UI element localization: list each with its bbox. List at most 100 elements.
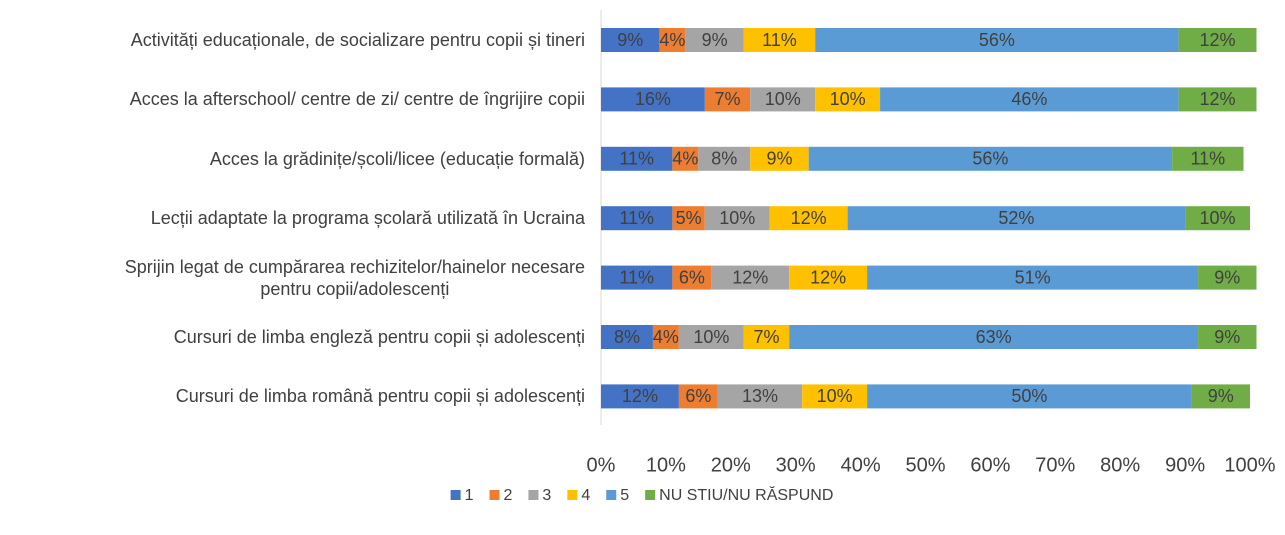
bar-segment <box>601 384 679 409</box>
data-label: 10% <box>830 89 866 109</box>
bar-segment <box>717 384 803 409</box>
bar-segment <box>789 325 1199 349</box>
data-label: 6% <box>685 386 711 406</box>
legend-label: NU STIU/NU RĂSPUND <box>659 485 833 504</box>
legend-swatch <box>450 490 461 500</box>
bar-segment <box>672 265 712 290</box>
bar-segment <box>808 146 1173 171</box>
data-label: 9% <box>617 30 643 50</box>
bar-segment <box>880 87 1179 112</box>
bar-segment <box>678 325 744 349</box>
bar-segment <box>867 384 1192 409</box>
legend-swatch <box>645 490 656 500</box>
data-label: 11% <box>1190 149 1225 169</box>
bar-segment <box>1178 87 1257 112</box>
data-label: 51% <box>1015 267 1051 287</box>
category-label: Activități educaționale, de socializare … <box>0 29 585 51</box>
data-label: 10% <box>1200 208 1236 228</box>
x-tick-label: 0% <box>587 454 616 476</box>
legend-label: 2 <box>504 487 513 504</box>
category-label: Lecții adaptate la programa școlară util… <box>0 207 585 229</box>
bar-segment <box>698 146 751 171</box>
data-label: 9% <box>702 30 728 50</box>
category-label: Sprijin legat de cumpărarea rechizitelor… <box>0 256 585 300</box>
category-text: Lecții adaptate la programa școlară util… <box>150 208 585 229</box>
category-label: Cursuri de limba română pentru copii și … <box>0 385 585 407</box>
data-label: 11% <box>619 208 654 228</box>
data-label: 12% <box>732 267 768 287</box>
data-label: 9% <box>1208 386 1234 406</box>
data-label: 10% <box>765 89 801 109</box>
bar-segment <box>1178 28 1257 52</box>
data-label: 56% <box>972 149 1008 169</box>
data-label: 6% <box>679 267 705 287</box>
data-label: 12% <box>1200 30 1236 50</box>
data-label: 50% <box>1011 386 1047 406</box>
bar-segment <box>802 384 868 409</box>
data-label: 56% <box>979 30 1015 50</box>
legend-label: 4 <box>581 487 590 504</box>
data-label: 13% <box>742 386 778 406</box>
bar-segment <box>678 384 718 409</box>
bar-segment <box>1191 384 1250 409</box>
x-tick-label: 50% <box>905 454 945 476</box>
category-text: Acces la afterschool/ centre de zi/ cent… <box>129 89 585 110</box>
bar-segment <box>769 206 848 231</box>
bar-segment <box>672 146 699 171</box>
bar-segment <box>601 146 673 171</box>
legend-swatch <box>606 490 617 500</box>
bar-segment <box>815 28 1179 52</box>
data-label: 9% <box>1214 327 1240 347</box>
category-label: Cursuri de limba engleză pentru copii și… <box>0 326 585 348</box>
bar-segment <box>659 28 686 52</box>
bar-segment <box>789 265 868 290</box>
bar-segment <box>652 325 679 349</box>
bar-segment <box>672 206 705 231</box>
bar-segment <box>601 265 673 290</box>
category-text: Activități educaționale, de socializare … <box>130 30 585 50</box>
legend-label: 1 <box>465 487 474 504</box>
data-label: 7% <box>753 327 779 347</box>
category-label: Acces la grădinițe/școli/licee (educație… <box>0 148 585 170</box>
data-label: 63% <box>976 327 1012 347</box>
category-text: Sprijin legat de cumpărarea rechizitelor… <box>124 256 585 299</box>
data-label: 52% <box>998 208 1034 228</box>
bar-segment <box>1185 206 1250 231</box>
x-tick-label: 100% <box>1224 454 1275 476</box>
bar-segment <box>743 28 816 52</box>
data-label: 11% <box>619 267 654 287</box>
x-tick-label: 40% <box>841 454 881 476</box>
bar-segment <box>1198 265 1257 290</box>
data-label: 11% <box>619 149 654 169</box>
data-label: 12% <box>791 208 827 228</box>
data-label: 10% <box>719 208 755 228</box>
data-label: 12% <box>1200 89 1236 109</box>
bar-segment <box>1172 146 1244 171</box>
category-text: Acces la grădinițe/școli/licee (educație… <box>209 148 585 169</box>
legend-label: 3 <box>542 487 551 504</box>
data-label: 9% <box>766 149 792 169</box>
bar-segment <box>1198 325 1257 349</box>
data-label: 4% <box>659 30 685 50</box>
data-label: 46% <box>1011 89 1047 109</box>
data-label: 4% <box>653 327 679 347</box>
legend-swatch <box>489 490 500 500</box>
x-tick-label: 30% <box>776 454 816 476</box>
bar-segment <box>750 87 816 112</box>
data-label: 4% <box>672 149 698 169</box>
data-label: 7% <box>715 89 741 109</box>
legend-swatch <box>528 490 539 500</box>
bar-segment <box>685 28 744 52</box>
legend-swatch <box>567 490 578 500</box>
data-label: 5% <box>676 208 702 228</box>
bar-segment <box>601 206 673 231</box>
category-label: Acces la afterschool/ centre de zi/ cent… <box>0 88 585 110</box>
bar-segment <box>815 87 881 112</box>
category-text: Cursuri de limba engleză pentru copii și… <box>173 327 585 347</box>
x-tick-label: 60% <box>970 454 1010 476</box>
bar-segment <box>601 87 705 112</box>
data-label: 10% <box>693 327 729 347</box>
data-label: 11% <box>762 30 797 50</box>
bar-segment <box>711 265 790 290</box>
